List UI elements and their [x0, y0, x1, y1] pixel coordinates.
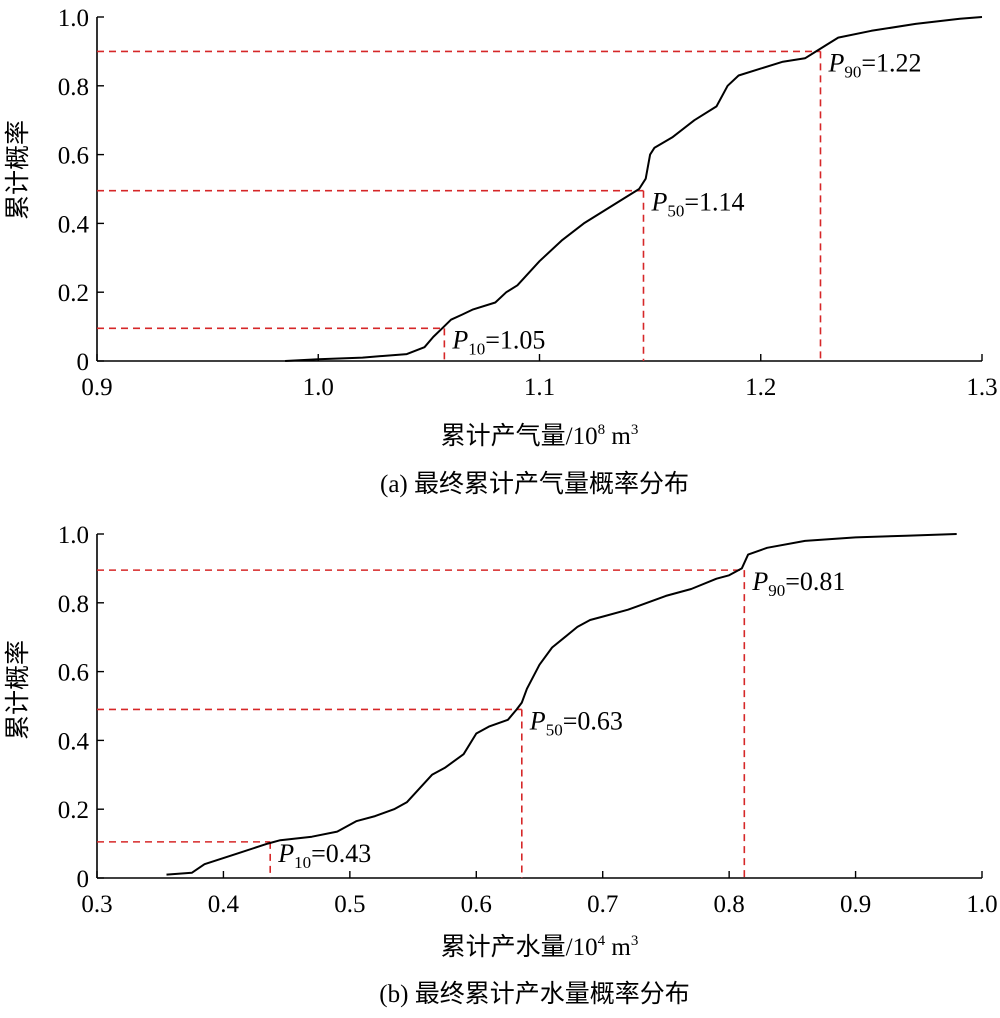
- p90-label: P90=1.22: [827, 48, 921, 81]
- x-tick-label: 0.4: [208, 891, 240, 918]
- x-tick-label: 1.0: [303, 374, 334, 401]
- y-tick-label: 0.4: [58, 728, 90, 755]
- x-tick-label: 1.2: [745, 374, 776, 401]
- y-tick-label: 0.6: [58, 143, 89, 170]
- y-tick-label: 1.0: [58, 5, 89, 32]
- panel-caption: (a) 最终累计产气量概率分布: [380, 470, 689, 498]
- x-tick-label: 0.3: [81, 891, 112, 918]
- y-axis-label: 累计概率: [4, 640, 32, 740]
- x-tick-label: 1.1: [524, 374, 555, 401]
- p90-label: P90=0.81: [751, 567, 845, 600]
- panel-b-chart: 0.3 0.4 0.5 0.6 0.7 0.8 0.9 1.0 0 0.2 0.4 0.6 0.8 1.0…: [4, 522, 998, 1008]
- y-axis-label: 累计概率: [4, 120, 32, 220]
- cumulative-probability-curve: [285, 16, 983, 362]
- panel-caption: (b) 最终累计产水量概率分布: [379, 980, 689, 1008]
- x-tick-label: 1.3: [966, 374, 997, 401]
- y-tick-label: 0.8: [58, 74, 89, 101]
- y-tick-label: 0.2: [58, 797, 89, 824]
- y-tick-label: 0.4: [58, 211, 90, 238]
- y-tick-label: 0: [77, 866, 90, 893]
- x-tick-label: 0.6: [461, 891, 492, 918]
- y-tick-label: 0.2: [58, 280, 89, 307]
- y-tick-label: 0.6: [58, 660, 89, 687]
- p10-label: P10=1.05: [451, 325, 545, 358]
- cumulative-probability-curve: [166, 533, 957, 876]
- y-tick-label: 1.0: [58, 522, 89, 549]
- x-tick-label: 0.5: [334, 891, 365, 918]
- x-tick-label: 0.8: [714, 891, 745, 918]
- panel-a-chart: 0.9 1.0 1.1 1.2 1.3 0 0.2 0.4 0.6 0.8 1.0 P10=1.05 P…: [4, 5, 998, 498]
- x-tick-label: 0.9: [81, 374, 112, 401]
- p50-label: P50=1.14: [650, 188, 744, 221]
- x-axis-label: 累计产水量/104 m3: [441, 933, 639, 961]
- x-tick-label: 1.0: [966, 891, 997, 918]
- y-tick-label: 0.8: [58, 591, 89, 618]
- p50-label: P50=0.63: [529, 706, 623, 739]
- x-axis-label: 累计产气量/108 m3: [441, 422, 639, 450]
- y-tick-label: 0: [77, 349, 90, 376]
- p10-label: P10=0.43: [277, 839, 371, 872]
- x-tick-label: 0.7: [587, 891, 618, 918]
- x-tick-label: 0.9: [840, 891, 871, 918]
